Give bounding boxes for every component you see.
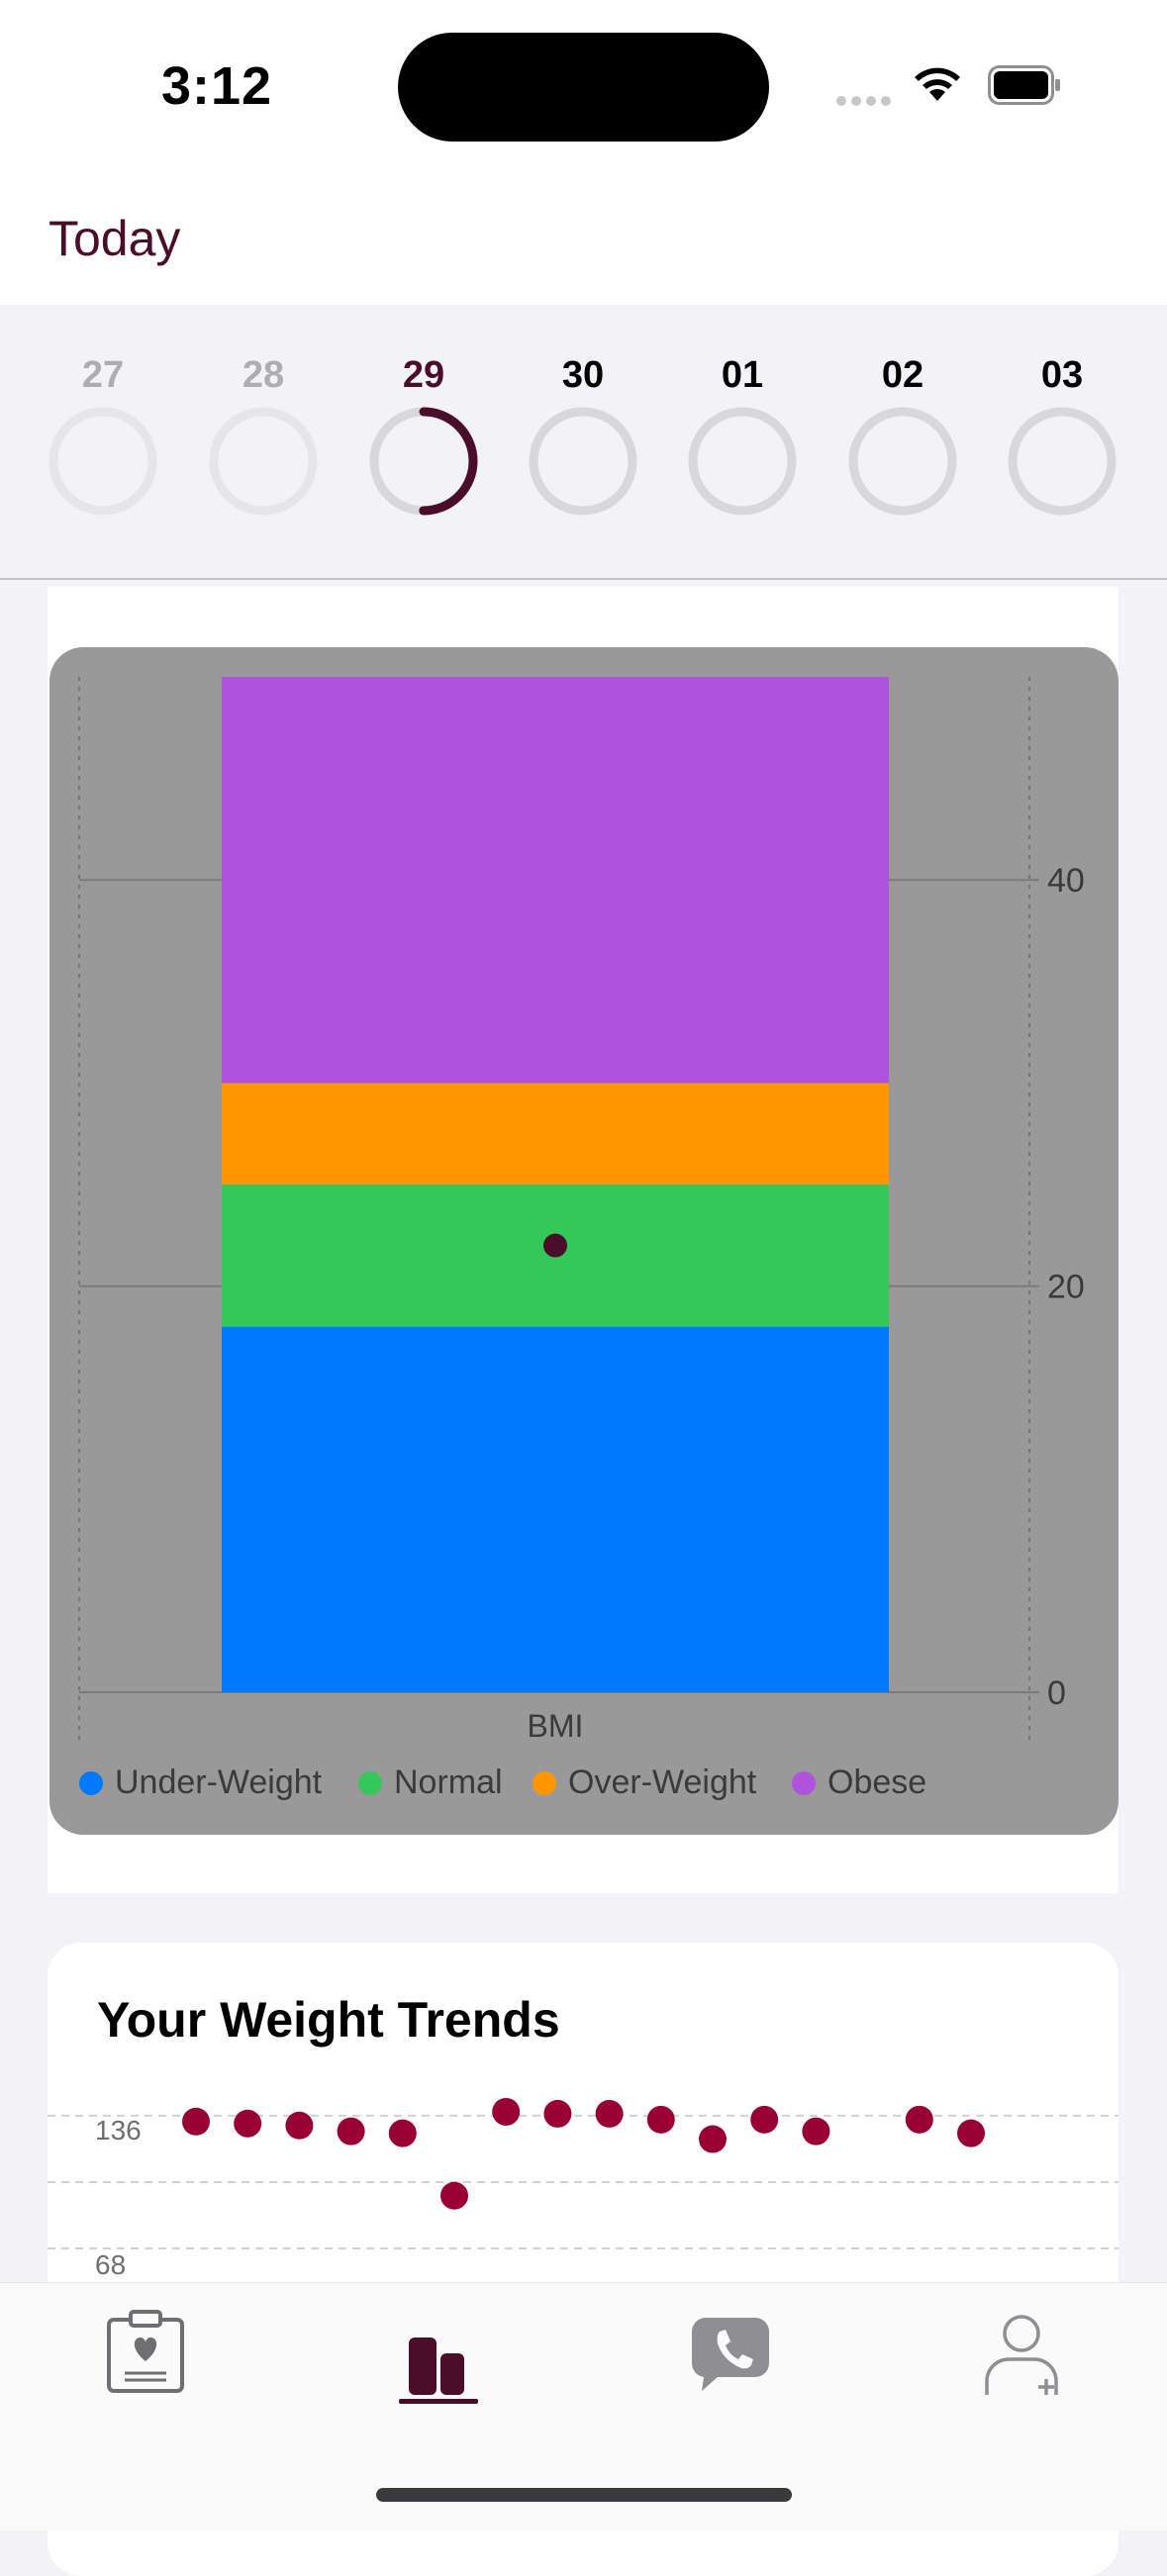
trend-point	[285, 2111, 314, 2140]
y-tick-label: 20	[1047, 1269, 1085, 1306]
trend-point	[595, 2099, 624, 2128]
trend-point	[905, 2105, 933, 2134]
legend-label: Obese	[827, 1764, 927, 1801]
day-label: 03	[1040, 354, 1084, 396]
page-title[interactable]: Today	[49, 211, 181, 266]
legend-swatch	[533, 1770, 556, 1795]
day-progress-ring[interactable]	[208, 406, 319, 517]
day-label: 28	[242, 354, 285, 396]
trend-y-tick-label: 68	[95, 2249, 126, 2280]
tab-phone-bubble-icon[interactable]	[676, 2296, 785, 2405]
tab-person-add-icon[interactable]	[967, 2296, 1076, 2405]
bmi-chart: 40 20 0 BMI	[78, 677, 1085, 1744]
trend-point	[543, 2099, 572, 2128]
weight-trends-title: Your Weight Trends	[97, 1992, 560, 2048]
legend-item: Obese	[792, 1764, 926, 1802]
day-progress-ring[interactable]	[847, 406, 958, 517]
bar-segment-over-weight	[222, 1083, 889, 1185]
cellular-signal-icon	[836, 93, 896, 111]
day-label: 01	[721, 354, 764, 396]
day-progress-ring[interactable]	[48, 406, 158, 517]
legend-swatch	[79, 1770, 103, 1795]
day-progress-ring[interactable]	[528, 406, 638, 517]
legend-label: Over-Weight	[568, 1764, 757, 1801]
legend-item: Over-Weight	[533, 1764, 756, 1802]
trend-y-tick-label: 136	[95, 2115, 142, 2146]
trend-point	[802, 2117, 830, 2146]
trend-point	[337, 2117, 365, 2146]
y-tick-label: 0	[1047, 1674, 1066, 1712]
day-label: 29	[402, 354, 445, 396]
weight-trends-chart: 136 68	[48, 2097, 1118, 2280]
day-progress-ring[interactable]	[368, 406, 479, 517]
trend-point	[750, 2105, 779, 2134]
trend-point	[492, 2097, 521, 2126]
legend-label: Normal	[394, 1764, 503, 1801]
trend-point	[646, 2105, 675, 2134]
trend-point	[699, 2125, 727, 2153]
trend-point	[957, 2119, 985, 2147]
day-label: 02	[881, 354, 924, 396]
tab-clipboard-heart-icon[interactable]	[91, 2296, 200, 2405]
legend-swatch	[358, 1770, 382, 1795]
date-strip	[0, 305, 1167, 580]
day-label: 30	[561, 354, 605, 396]
bmi-marker	[543, 1233, 567, 1258]
bar-segment-under-weight	[222, 1326, 889, 1692]
trend-point	[182, 2107, 210, 2136]
trend-point	[440, 2181, 468, 2210]
bar-segment-obese	[222, 677, 889, 1084]
legend-label: Under-Weight	[115, 1764, 323, 1801]
home-indicator	[376, 2488, 792, 2502]
wifi-icon	[915, 67, 960, 101]
status-time: 3:12	[161, 56, 273, 116]
legend-item: Normal	[358, 1764, 503, 1802]
legend-swatch	[792, 1770, 816, 1795]
dynamic-island	[398, 33, 769, 142]
day-progress-ring[interactable]	[687, 406, 798, 517]
trend-point	[234, 2109, 262, 2138]
battery-icon	[988, 65, 1060, 105]
day-label: 27	[81, 354, 125, 396]
trend-point	[388, 2119, 417, 2147]
y-tick-label: 40	[1047, 862, 1085, 900]
day-progress-ring[interactable]	[1007, 406, 1118, 517]
nav-header	[0, 188, 1167, 305]
x-axis-label: BMI	[528, 1708, 584, 1744]
legend-item: Under-Weight	[79, 1764, 322, 1802]
tab-bar-chart-icon[interactable]	[381, 2296, 490, 2405]
